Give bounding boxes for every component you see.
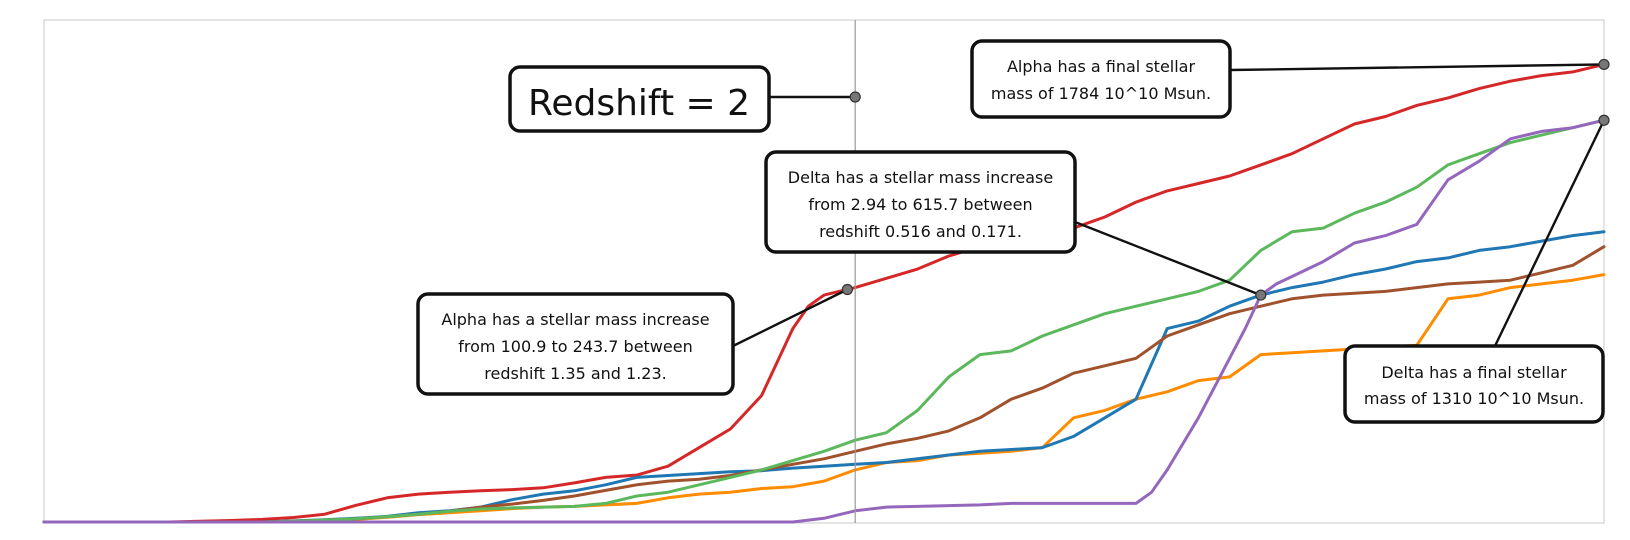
annotation-anchor-point-4 (1598, 114, 1610, 126)
redshift-callout-box (508, 65, 771, 133)
annotation-box-4 (1343, 344, 1605, 424)
redshift-label: Redshift = 2 (528, 83, 750, 124)
annotation-text-line: mass of 1784 10^10 Msun. (991, 84, 1211, 103)
callout-layer: Redshift = 2 Alpha has a final stellar mas… (416, 39, 1605, 424)
annotation-anchor-point-3 (841, 283, 854, 296)
series-layer (42, 62, 1606, 524)
annotation-leader-line-2 (1074, 220, 1262, 297)
annotation-box-3 (416, 292, 735, 396)
annotation-text-line: Alpha has a stellar mass increase (441, 310, 709, 329)
annotation-leader-line-1 (1229, 63, 1605, 72)
redshift-anchor-point (849, 91, 861, 103)
annotation-callout-1: Alpha has a final stellar mass of 1784 10… (970, 39, 1232, 119)
annotation-anchor-point-1 (1598, 58, 1610, 71)
leader-layer (732, 58, 1610, 348)
annotation-text-line: Alpha has a final stellar (1007, 57, 1196, 76)
annotation-text-line: mass of 1310 10^10 Msun. (1364, 389, 1584, 408)
annotation-callout-4: Delta has a final stellar mass of 1310 10… (1343, 344, 1605, 424)
annotation-text-line: Delta has a stellar mass increase (788, 168, 1053, 187)
series-line-5 (42, 118, 1606, 524)
annotation-anchor-point-2 (1255, 289, 1267, 301)
redshift-callout: Redshift = 2 (508, 65, 771, 133)
annotation-box-1 (970, 39, 1232, 119)
annotation-box-2 (764, 150, 1077, 254)
annotation-callout-3: Alpha has a stellar mass increase from 10… (416, 292, 735, 396)
annotation-leader-line-3 (732, 288, 848, 348)
series-line-6 (42, 118, 1606, 524)
annotation-text-line: redshift 0.516 and 0.171. (819, 222, 1022, 241)
annotation-leader-line-4 (1493, 119, 1606, 347)
annotation-callout-2: Delta has a stellar mass increase from 2.… (764, 150, 1077, 254)
plot-area (43, 19, 1605, 524)
annotation-text-line: redshift 1.35 and 1.23. (484, 364, 666, 383)
annotation-text-line: from 100.9 to 243.7 between (458, 337, 692, 356)
annotation-text-line: Delta has a final stellar (1381, 363, 1567, 382)
annotation-text-line: from 2.94 to 615.7 between (808, 195, 1032, 214)
